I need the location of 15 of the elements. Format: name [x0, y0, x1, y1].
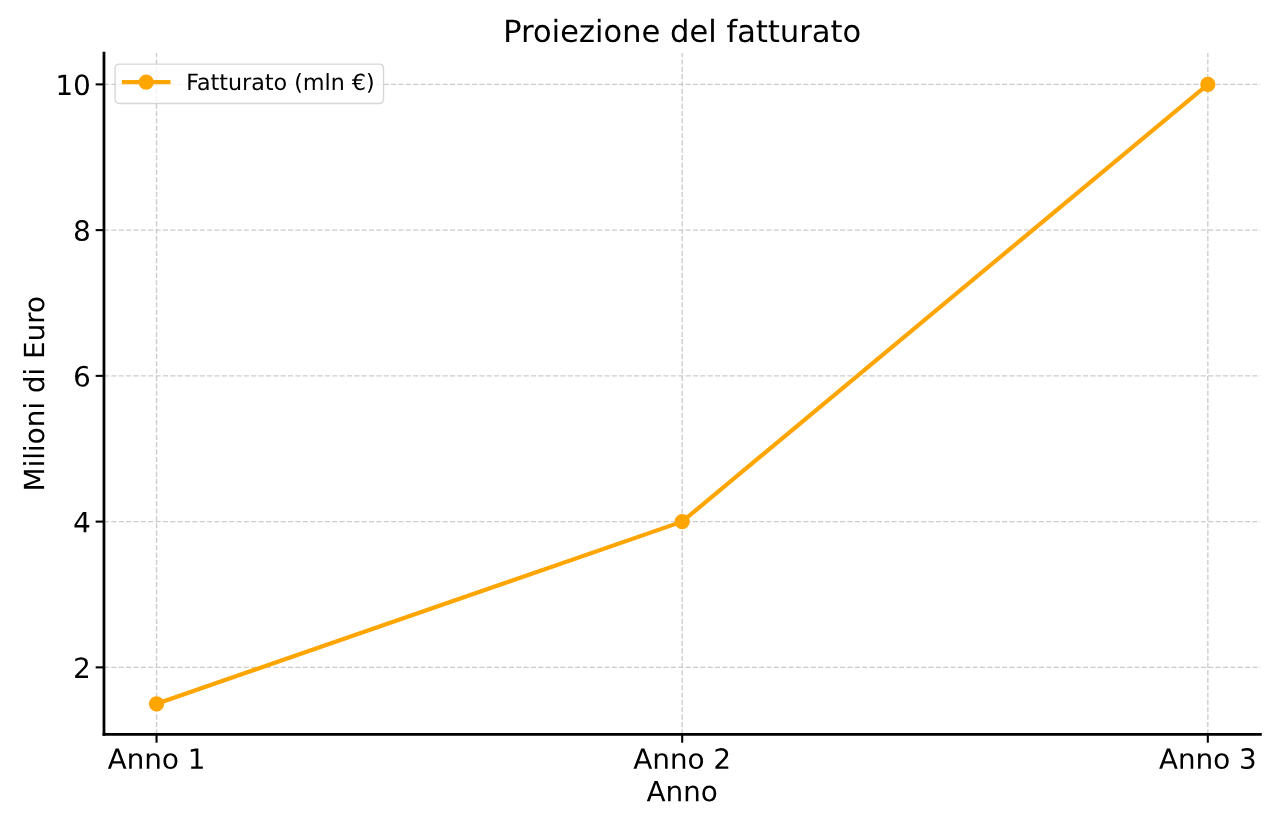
chart-title: Proiezione del fatturato — [506, 18, 860, 43]
legend-label: Fatturato (mln €) — [188, 73, 373, 93]
x-axis-title: Anno — [646, 780, 717, 802]
x-tick-label: Anno 2 — [633, 748, 729, 770]
point — [1200, 76, 1216, 93]
x-tick-label: Anno 1 — [107, 748, 203, 770]
point — [148, 696, 165, 712]
y-tick-label: 10 — [58, 74, 89, 96]
x-tick-label: Anno 3 — [1159, 748, 1255, 770]
y-tick-label: 6 — [75, 365, 90, 387]
y-tick-label: 4 — [74, 511, 90, 533]
point — [674, 513, 690, 530]
y-tick-label: 2 — [75, 657, 88, 678]
y-tick-label: 8 — [74, 220, 89, 242]
y-axis-title: Milioni di Euro — [23, 297, 45, 489]
